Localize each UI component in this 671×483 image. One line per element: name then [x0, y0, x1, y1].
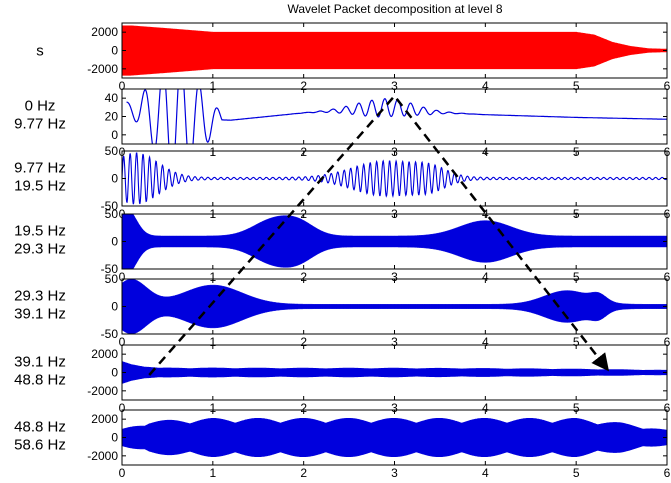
- x-tick-label: 4: [482, 401, 489, 415]
- panel-label-b4: 48.8 Hz: [14, 372, 66, 389]
- panel-data-b0: [126, 89, 667, 144]
- panel-label-s: s: [36, 43, 44, 60]
- panel-label-b2: 19.5 Hz: [14, 223, 66, 240]
- y-tick-label: -50: [101, 199, 119, 213]
- x-tick-label: 2: [300, 401, 307, 415]
- x-tick-label: 4: [482, 79, 489, 93]
- y-tick-label: -50: [101, 262, 119, 276]
- x-tick-label: 0: [119, 270, 126, 284]
- signal-b3: [122, 279, 667, 334]
- x-tick-label: 3: [391, 466, 398, 480]
- x-tick-label: 2: [300, 335, 307, 349]
- y-tick-label: 0: [111, 44, 118, 58]
- y-tick-label: -2000: [87, 62, 118, 76]
- panel-label-b5: 58.6 Hz: [14, 437, 66, 454]
- panel-label-b5: 48.8 Hz: [14, 419, 66, 436]
- chart-title: Wavelet Packet decomposition at level 8: [288, 2, 503, 16]
- y-tick-label: 0: [111, 431, 118, 445]
- x-tick-label: 3: [391, 335, 398, 349]
- signal-b2: [122, 214, 667, 269]
- y-tick-label: 0: [111, 300, 118, 314]
- panel-label-b3: 29.3 Hz: [14, 288, 66, 305]
- y-tick-label: -50: [101, 327, 119, 341]
- x-tick-label: 5: [573, 466, 580, 480]
- x-tick-label: 0: [119, 335, 126, 349]
- x-tick-label: 6: [664, 401, 671, 415]
- y-tick-label: 0: [111, 235, 118, 249]
- signal-b0: [126, 89, 667, 144]
- panel-label-b0: 0 Hz: [25, 98, 56, 115]
- panel-data-b4: [122, 361, 667, 384]
- x-tick-label: 6: [664, 335, 671, 349]
- y-tick-label: 50: [105, 272, 119, 286]
- y-tick-label: 2000: [91, 347, 118, 361]
- y-tick-label: 50: [105, 207, 119, 221]
- x-tick-label: 5: [573, 270, 580, 284]
- x-tick-label: 1: [209, 270, 216, 284]
- x-tick-label: 4: [482, 270, 489, 284]
- x-tick-label: 4: [482, 466, 489, 480]
- x-tick-label: 1: [209, 79, 216, 93]
- y-tick-label: 50: [105, 144, 119, 158]
- y-tick-label: -2000: [87, 384, 118, 398]
- y-tick-label: -2000: [87, 449, 118, 463]
- x-tick-label: 1: [209, 401, 216, 415]
- x-tick-label: 3: [391, 79, 398, 93]
- x-tick-label: 1: [209, 466, 216, 480]
- panel-b0: 0123456402000 Hz9.77 Hz: [14, 88, 671, 159]
- x-tick-label: 6: [664, 79, 671, 93]
- y-tick-label: 2000: [91, 412, 118, 426]
- panel-label-b1: 9.77 Hz: [14, 160, 66, 177]
- dashed-arrow: [148, 94, 610, 376]
- x-tick-label: 0: [119, 401, 126, 415]
- signal-b4: [122, 361, 667, 384]
- y-tick-label: 2000: [91, 25, 118, 39]
- x-tick-label: 4: [482, 335, 489, 349]
- panel-label-b4: 39.1 Hz: [14, 354, 66, 371]
- x-tick-label: 2: [300, 270, 307, 284]
- panel-label-b2: 29.3 Hz: [14, 241, 66, 258]
- x-tick-label: 0: [119, 466, 126, 480]
- panel-label-b3: 39.1 Hz: [14, 306, 66, 323]
- x-tick-label: 6: [664, 466, 671, 480]
- y-tick-label: 0: [111, 366, 118, 380]
- panel-data-s: [122, 25, 667, 76]
- panel-data-b3: [122, 279, 667, 334]
- panel-label-b1: 19.5 Hz: [14, 178, 66, 195]
- x-tick-label: 5: [573, 335, 580, 349]
- x-tick-label: 0: [119, 79, 126, 93]
- panel-data-b1: [122, 152, 667, 205]
- y-tick-label: 0: [111, 128, 118, 142]
- x-tick-label: 6: [664, 270, 671, 284]
- panel-data-b2: [122, 214, 667, 269]
- signal-b1: [122, 152, 667, 205]
- x-tick-label: 5: [573, 79, 580, 93]
- y-tick-label: 20: [105, 110, 119, 124]
- y-tick-label: 40: [105, 91, 119, 105]
- x-tick-label: 3: [391, 270, 398, 284]
- y-tick-label: 0: [111, 172, 118, 186]
- x-tick-label: 1: [209, 335, 216, 349]
- panel-label-b0: 9.77 Hz: [14, 116, 66, 133]
- panel-data-b5: [122, 418, 667, 457]
- x-tick-label: 5: [573, 401, 580, 415]
- signal-b5: [122, 418, 667, 457]
- x-tick-label: 3: [391, 401, 398, 415]
- x-tick-label: 2: [300, 466, 307, 480]
- dashed-arrow-path: [148, 94, 610, 376]
- signal-s: [122, 25, 667, 76]
- x-tick-label: 2: [300, 79, 307, 93]
